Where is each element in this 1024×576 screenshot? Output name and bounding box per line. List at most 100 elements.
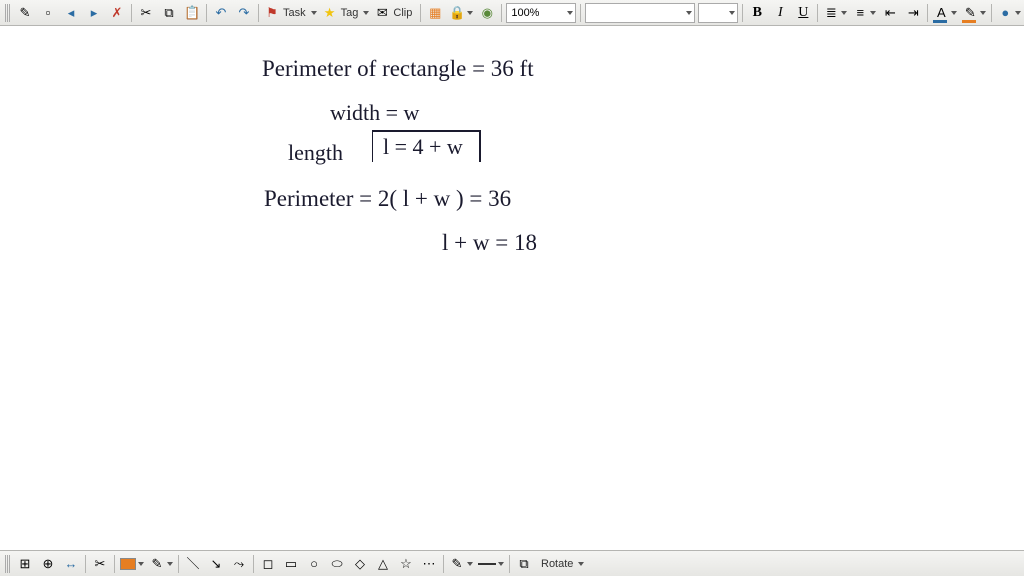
arrange-icon[interactable]: ⧉ <box>513 553 535 575</box>
tag-button[interactable]: ★Tag <box>320 2 372 24</box>
view-mode-icon[interactable]: ⊞ <box>14 553 36 575</box>
toolbar-grip <box>5 555 11 573</box>
lock-icon[interactable]: 🔒 <box>447 2 475 24</box>
toolbar-grip <box>5 4 11 22</box>
chevron-down-icon <box>311 11 317 15</box>
shape-rect-icon[interactable]: ▭ <box>280 553 302 575</box>
task-button[interactable]: ⚑Task <box>262 2 319 24</box>
font-size-combo[interactable] <box>698 3 738 23</box>
font-color-button[interactable]: A <box>931 2 959 24</box>
fill-swatch <box>120 558 136 570</box>
zoom-value: 100% <box>511 7 539 19</box>
highlight-button[interactable]: ✎ <box>960 2 988 24</box>
hw-line-3: length <box>288 140 343 166</box>
chevron-down-icon <box>686 11 692 15</box>
font-color-glyph: A <box>933 5 949 21</box>
nav-back-icon[interactable]: ◂ <box>60 2 82 24</box>
underline-button[interactable]: U <box>792 2 814 24</box>
help-icon[interactable]: ◉ <box>476 2 498 24</box>
shape-circle-icon[interactable]: ○ <box>303 553 325 575</box>
bold-glyph: B <box>753 5 762 21</box>
separator <box>817 4 818 22</box>
separator <box>178 555 179 573</box>
calendar-icon[interactable]: ▦ <box>424 2 446 24</box>
hw-line-1: Perimeter of rectangle = 36 ft <box>262 56 534 82</box>
hw-line-6: l + w = 18 <box>442 230 537 256</box>
zoom-combo[interactable]: 100% <box>506 3 576 23</box>
undo-icon[interactable]: ↶ <box>210 2 232 24</box>
line-tool-icon[interactable]: ＼ <box>182 553 204 575</box>
nav-forward-icon[interactable]: ▸ <box>83 2 105 24</box>
new-doc-icon[interactable]: ▫ <box>37 2 59 24</box>
rotate-label: Rotate <box>538 558 576 570</box>
clip-label: Clip <box>390 7 415 19</box>
cut-icon[interactable]: ✂ <box>89 553 111 575</box>
separator <box>742 4 743 22</box>
connector-tool-icon[interactable]: ⤳ <box>228 553 250 575</box>
shape-color-button[interactable]: ● <box>995 2 1023 24</box>
separator <box>927 4 928 22</box>
task-label: Task <box>280 7 309 19</box>
bullets-button[interactable]: ≣ <box>821 2 849 24</box>
pen-tool-icon[interactable]: ✎ <box>147 553 175 575</box>
separator <box>991 4 992 22</box>
chevron-down-icon <box>870 11 876 15</box>
paste-icon[interactable]: 📋 <box>181 2 203 24</box>
fill-color-button[interactable] <box>118 553 146 575</box>
delete-icon[interactable]: ✗ <box>106 2 128 24</box>
chevron-down-icon <box>167 562 173 566</box>
clip-button[interactable]: ✉Clip <box>372 2 417 24</box>
font-combo[interactable] <box>585 3 695 23</box>
italic-button[interactable]: I <box>769 2 791 24</box>
italic-glyph: I <box>778 5 783 21</box>
more-shapes-icon[interactable]: ⋯ <box>418 553 440 575</box>
separator <box>443 555 444 573</box>
shape-triangle-icon[interactable]: △ <box>372 553 394 575</box>
shape-square-icon[interactable]: ◻ <box>257 553 279 575</box>
chevron-down-icon <box>138 562 144 566</box>
chevron-down-icon <box>467 11 473 15</box>
zoom-tool-icon[interactable]: ⊕ <box>37 553 59 575</box>
rotate-button[interactable]: Rotate <box>536 553 586 575</box>
hand-tool-icon[interactable]: ↔ <box>60 553 82 575</box>
chevron-down-icon <box>578 562 584 566</box>
separator <box>580 4 581 22</box>
redo-icon[interactable]: ↷ <box>233 2 255 24</box>
separator <box>253 555 254 573</box>
hw-line-2: width = w <box>330 100 419 126</box>
separator <box>114 555 115 573</box>
line-color-button[interactable]: ✎ <box>447 553 475 575</box>
shape-star-icon[interactable]: ☆ <box>395 553 417 575</box>
drawing-canvas[interactable]: Perimeter of rectangle = 36 ft width = w… <box>0 26 1024 550</box>
copy-icon[interactable]: ⧉ <box>158 2 180 24</box>
separator <box>420 4 421 22</box>
hw-line-5: Perimeter = 2( l + w ) = 36 <box>264 186 511 212</box>
chevron-down-icon <box>363 11 369 15</box>
tag-label: Tag <box>338 7 362 19</box>
bold-button[interactable]: B <box>746 2 768 24</box>
hw-line-4-boxed: l = 4 + w <box>372 130 481 162</box>
shape-ellipse-icon[interactable]: ⬭ <box>326 553 348 575</box>
edit-mode-icon[interactable]: ✎ <box>14 2 36 24</box>
underline-glyph: U <box>798 5 808 21</box>
separator <box>131 4 132 22</box>
outdent-button[interactable]: ⇤ <box>879 2 901 24</box>
separator <box>501 4 502 22</box>
shape-diamond-icon[interactable]: ◇ <box>349 553 371 575</box>
chevron-down-icon <box>1015 11 1021 15</box>
indent-button[interactable]: ⇥ <box>902 2 924 24</box>
separator <box>509 555 510 573</box>
separator <box>206 4 207 22</box>
chevron-down-icon <box>841 11 847 15</box>
cut-icon[interactable]: ✂ <box>135 2 157 24</box>
line-weight-button[interactable] <box>476 553 506 575</box>
chevron-down-icon <box>729 11 735 15</box>
separator <box>85 555 86 573</box>
toolbar-bottom: ⊞ ⊕ ↔ ✂ ✎ ＼ ↘ ⤳ ◻ ▭ ○ ⬭ ◇ △ ☆ ⋯ ✎ ⧉ Rota… <box>0 550 1024 576</box>
numbering-button[interactable]: ≡ <box>850 2 878 24</box>
chevron-down-icon <box>980 11 986 15</box>
arrow-tool-icon[interactable]: ↘ <box>205 553 227 575</box>
chevron-down-icon <box>567 11 573 15</box>
chevron-down-icon <box>498 562 504 566</box>
chevron-down-icon <box>467 562 473 566</box>
